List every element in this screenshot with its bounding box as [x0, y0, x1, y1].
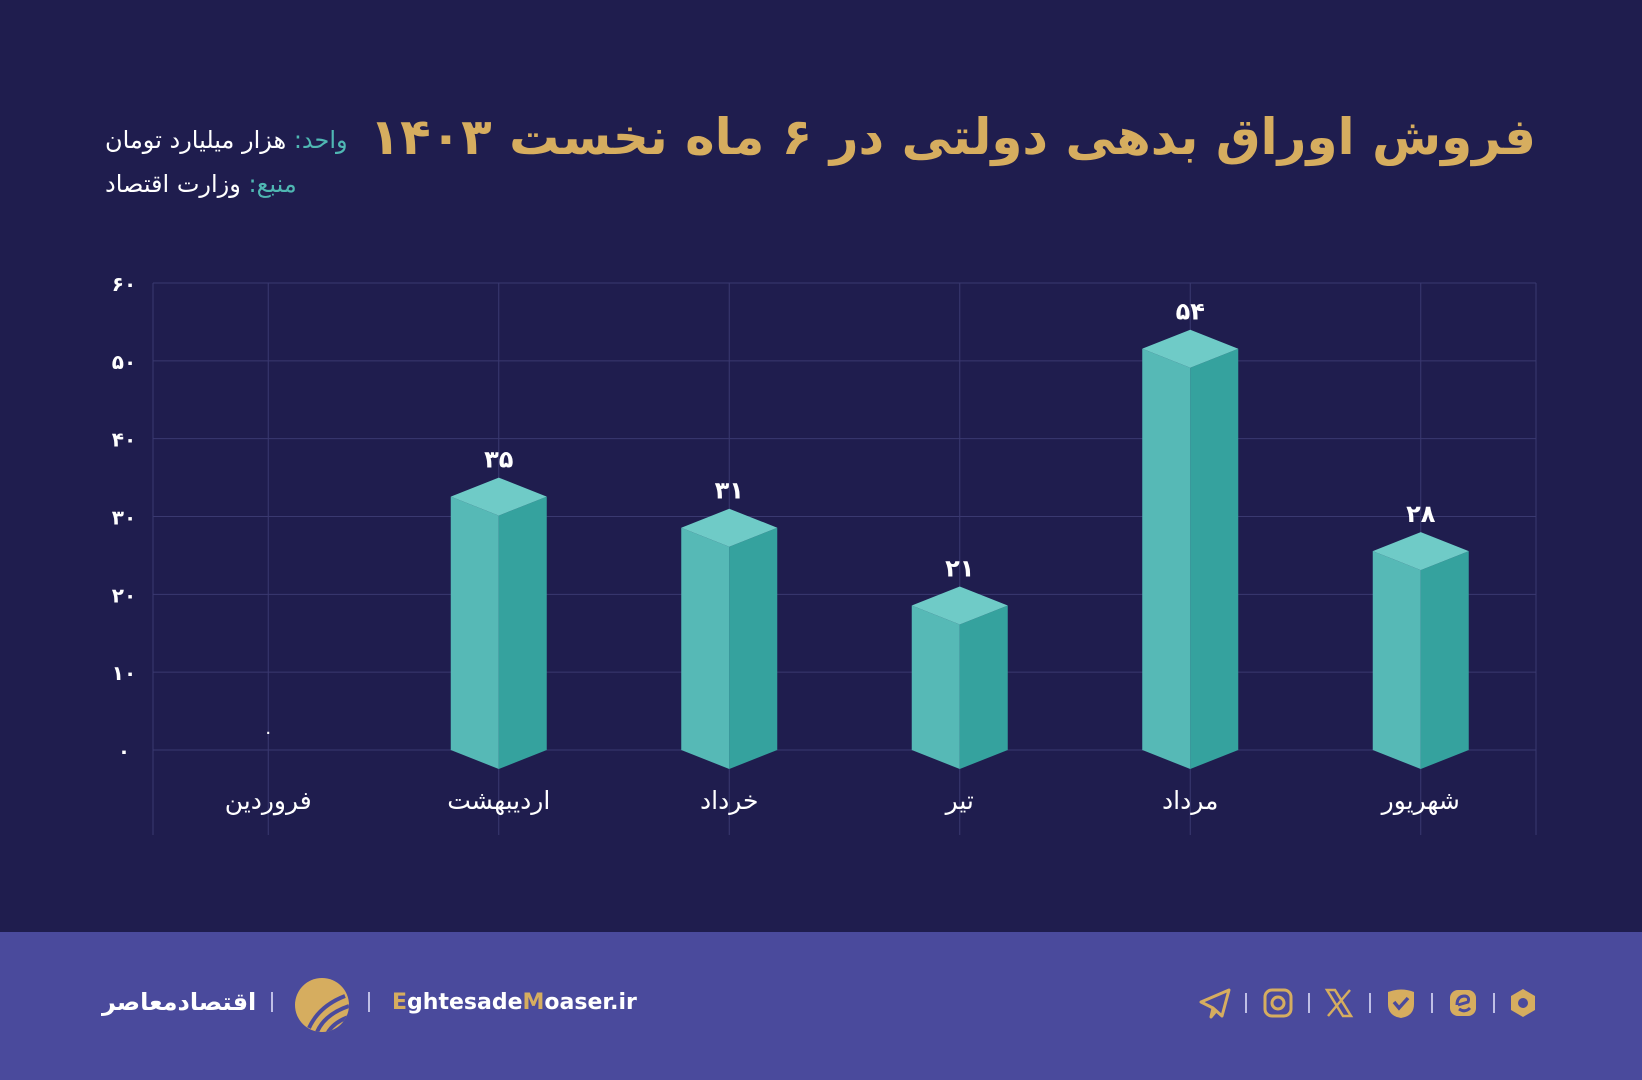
chart-title: فروش اوراق بدهی دولتی در ۶ ماه نخست ۱۴۰۳: [369, 108, 1537, 166]
divider: [1308, 993, 1310, 1013]
source-value: وزارت اقتصاد: [105, 170, 241, 198]
eitaa-icon[interactable]: [1384, 986, 1418, 1020]
bar-top-face: [681, 508, 778, 547]
source-note: منبع: وزارت اقتصاد: [105, 170, 297, 198]
instagram-icon[interactable]: [1261, 986, 1295, 1020]
value-label: ۳۱: [715, 477, 744, 505]
bar-right-face: [959, 605, 1008, 769]
footer: [0, 932, 1642, 1080]
bar-right-face: [1190, 348, 1239, 769]
category-label: شهریور: [1380, 786, 1460, 816]
category-label: خرداد: [700, 786, 758, 815]
unit-value: هزار میلیارد تومان: [105, 126, 287, 154]
value-label: ۲۱: [945, 555, 974, 583]
divider: [368, 992, 370, 1012]
divider: [271, 992, 273, 1012]
value-label: ۳۵: [484, 446, 513, 474]
value-label: ۰: [263, 722, 273, 743]
value-label: ۲۸: [1406, 500, 1436, 528]
divider: [1245, 993, 1247, 1013]
bar-right-face: [1420, 551, 1469, 769]
bar-top-face: [911, 586, 1008, 625]
bar-right-face: [498, 496, 547, 769]
bar-right-face: [729, 527, 778, 769]
divider: [1431, 993, 1433, 1013]
y-tick-label: ۲۰: [112, 583, 136, 607]
bar-left-face: [1372, 551, 1421, 769]
y-tick-label: ۶۰: [112, 272, 136, 296]
source-label: منبع:: [248, 170, 297, 198]
y-tick-label: ۰: [118, 739, 130, 763]
category-label: اردیبهشت: [447, 786, 550, 816]
telegram-icon[interactable]: [1198, 986, 1232, 1020]
bar-top-face: [1142, 329, 1239, 368]
y-tick-label: ۵۰: [112, 350, 136, 374]
bar-chart: ۰ ۱۰ ۲۰ ۳۰ ۴۰ ۵۰ ۶۰ ۰ فروردین ۳۵ اردیبهشت ۳۱ خرداد ۲۱…: [112, 272, 1537, 835]
divider: [1369, 993, 1371, 1013]
y-tick-label: ۴۰: [112, 428, 136, 452]
bar-left-face: [450, 496, 499, 769]
y-tick-label: ۳۰: [112, 506, 136, 530]
divider: [1493, 993, 1495, 1013]
bar-left-face: [1142, 348, 1191, 769]
bar-left-face: [911, 605, 960, 769]
y-tick-label: ۱۰: [112, 661, 136, 685]
bar-top-face: [450, 477, 547, 516]
website-link[interactable]: EghtesadeMoaser.ir: [392, 990, 637, 1015]
category-label: مرداد: [1162, 786, 1218, 815]
category-label: فروردین: [225, 786, 312, 816]
unit-label: واحد:: [293, 126, 348, 154]
value-label: ۵۴: [1176, 298, 1205, 326]
unit-note: واحد: هزار میلیارد تومان: [105, 126, 348, 154]
bar-top-face: [1372, 532, 1469, 571]
rubika-icon[interactable]: [1446, 986, 1480, 1020]
category-label: تیر: [944, 786, 974, 815]
bale-icon[interactable]: [1506, 986, 1540, 1020]
brand-name: اقتصادمعاصر: [102, 988, 257, 1016]
logo-icon: [295, 978, 349, 1032]
x-icon[interactable]: [1322, 986, 1356, 1020]
bar-left-face: [681, 527, 730, 769]
